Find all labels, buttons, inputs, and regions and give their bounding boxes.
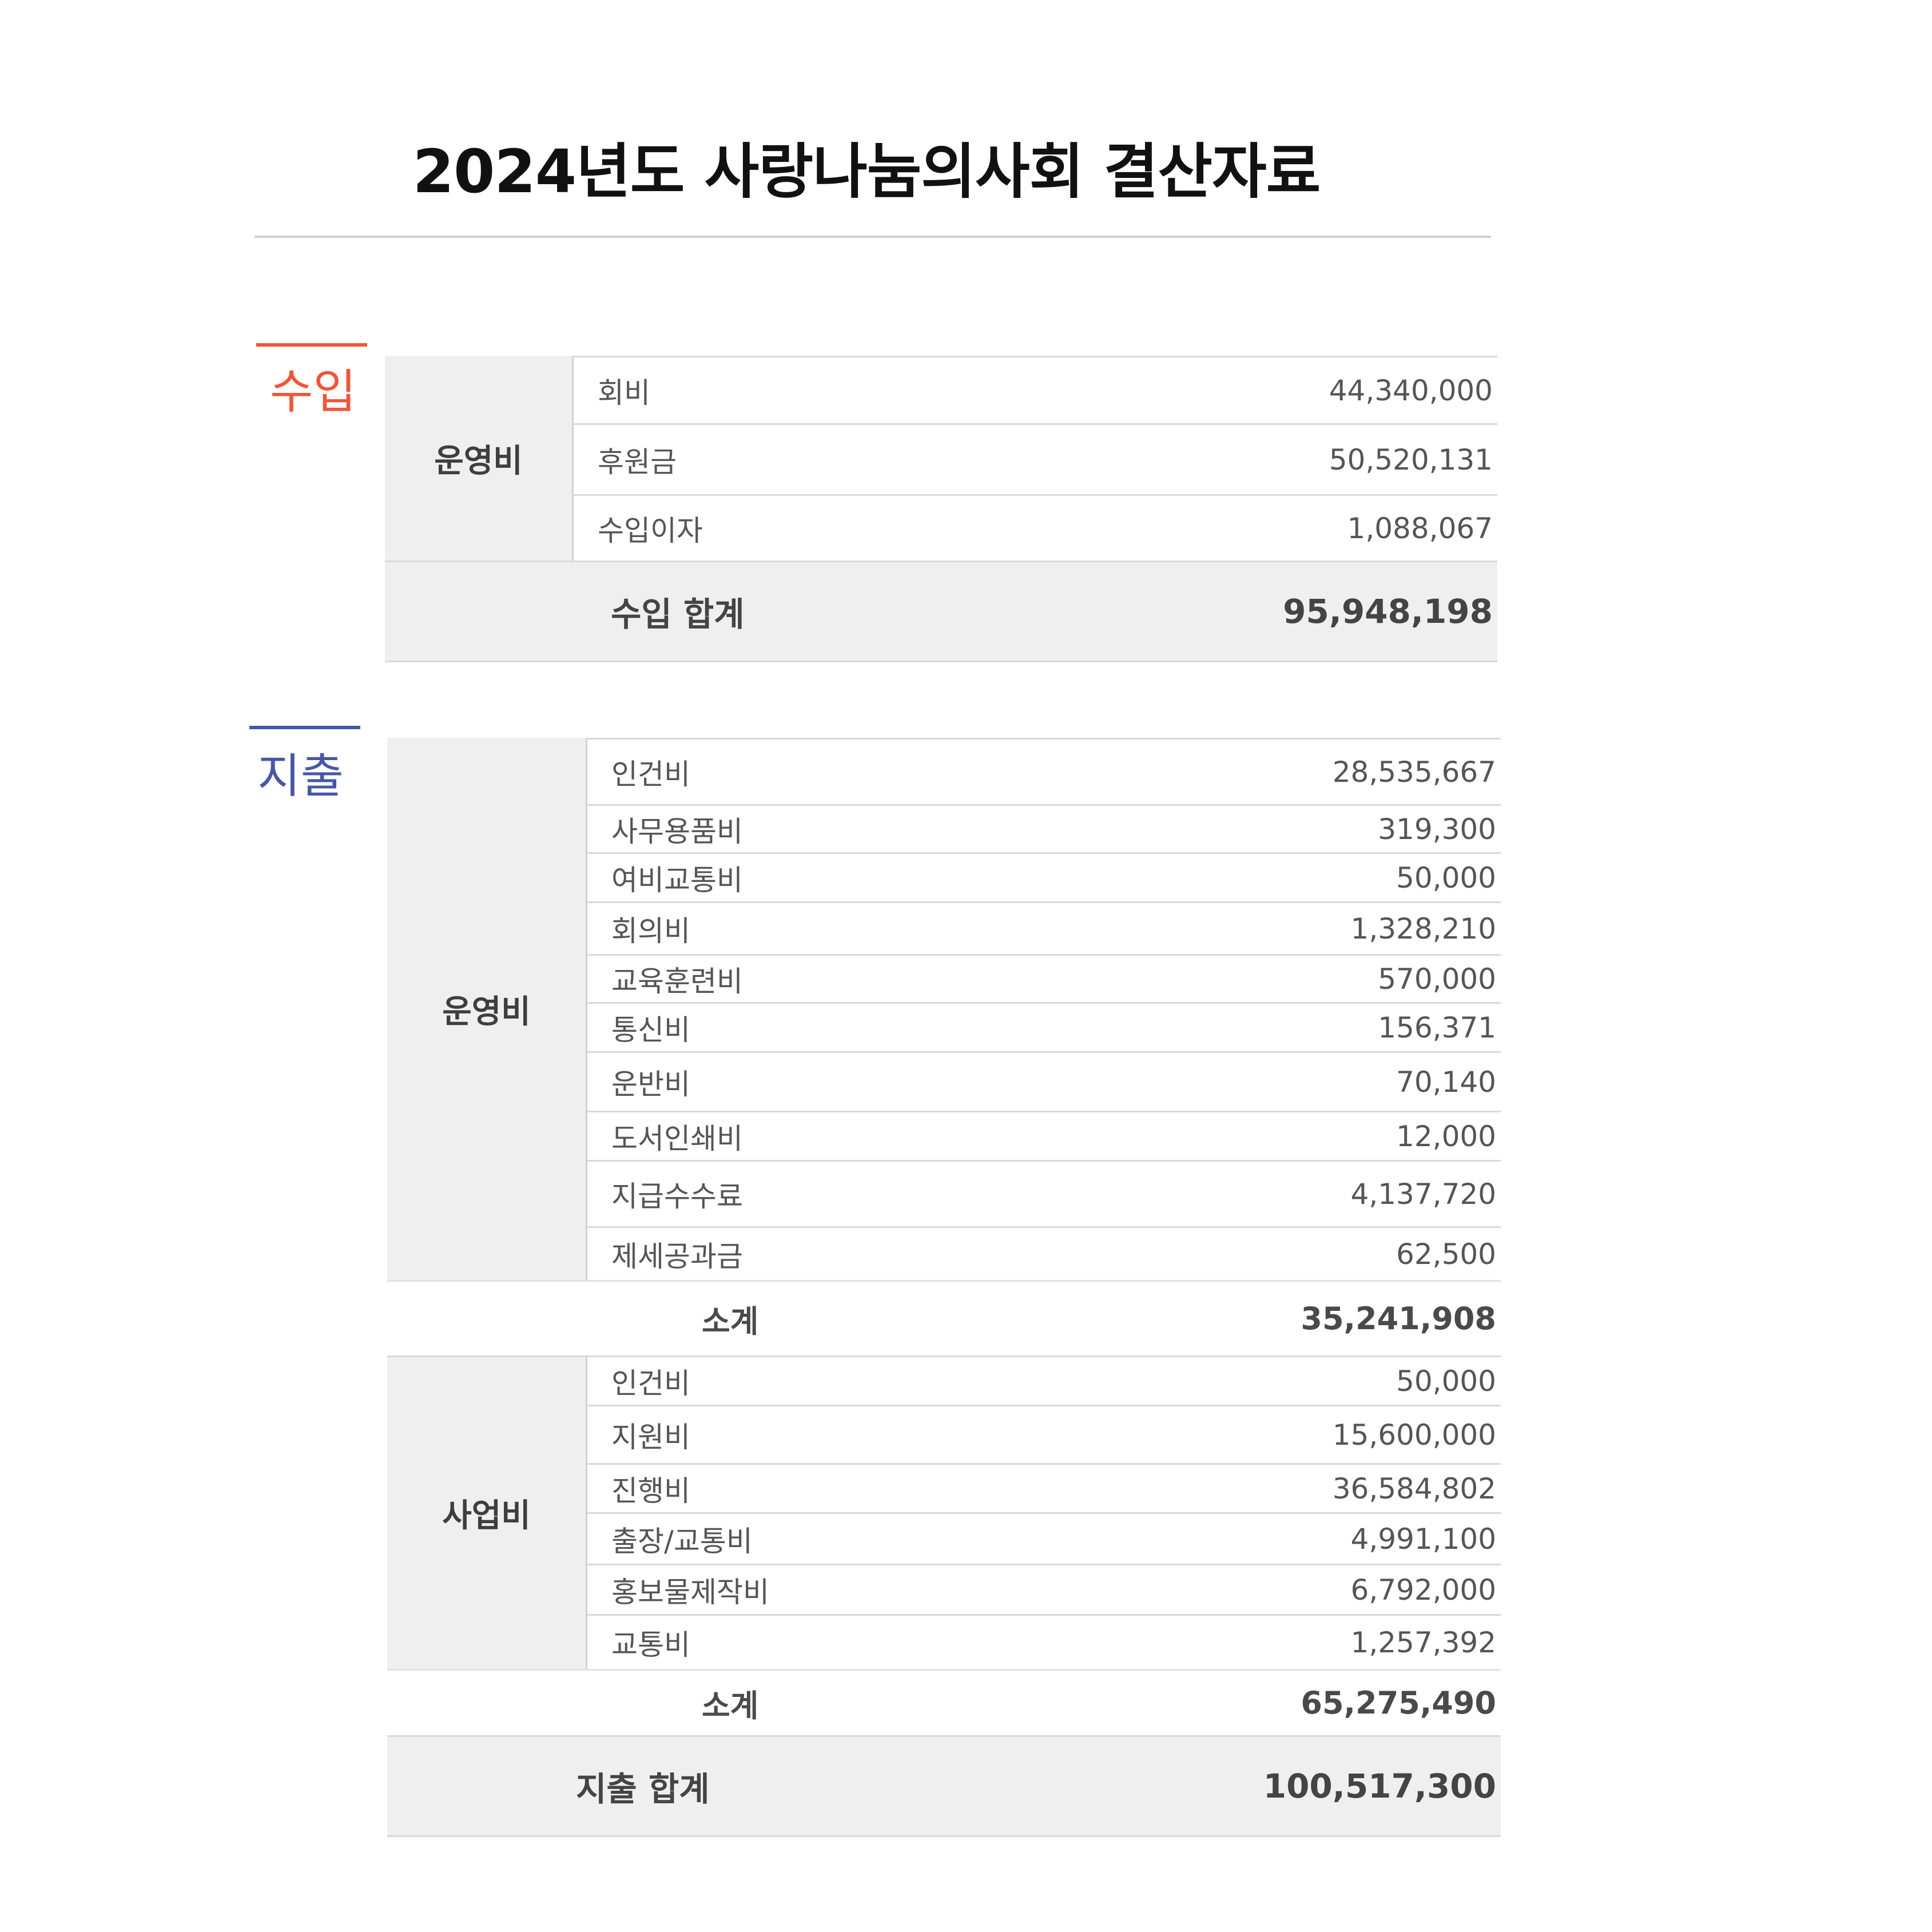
expense-item-name: 통신비	[611, 1013, 690, 1047]
income-section-label: 수입	[270, 365, 356, 419]
expense-total-amount: 100,517,300	[1263, 1767, 1496, 1806]
expense-item-name: 제세공과금	[611, 1239, 743, 1273]
income-total-label: 수입 합계	[611, 595, 745, 634]
expense-row: 교육훈련비 570,000	[587, 954, 1501, 1002]
expense-row: 도서인쇄비 12,000	[587, 1111, 1501, 1160]
expense-item-name: 진행비	[611, 1474, 690, 1508]
expense-item-amount: 36,584,802	[1332, 1472, 1496, 1505]
expense-item-name: 교통비	[611, 1628, 690, 1661]
expense-item-name: 홍보물제작비	[611, 1575, 769, 1609]
expense-row: 인건비 50,000	[587, 1355, 1501, 1405]
expense-category-cell: 사업비	[387, 1355, 587, 1669]
expense-item-name: 운반비	[611, 1067, 690, 1101]
income-row: 후원금 50,520,131	[574, 423, 1497, 494]
expense-row: 여비교통비 50,000	[587, 852, 1501, 901]
title-divider	[255, 236, 1491, 238]
expense-item-name: 사무용품비	[611, 814, 743, 848]
income-section-marker	[256, 343, 367, 347]
income-item-amount: 44,340,000	[1329, 373, 1493, 407]
expense-row: 홍보물제작비 6,792,000	[587, 1564, 1501, 1614]
expense-row: 제세공과금 62,500	[587, 1226, 1501, 1280]
expense-item-amount: 50,000	[1396, 861, 1496, 895]
expense-section-label: 지출	[257, 749, 344, 804]
expense-item-amount: 12,000	[1396, 1119, 1496, 1153]
expense-row: 운반비 70,140	[587, 1051, 1501, 1111]
expense-subtotal-label: 소계	[702, 1688, 759, 1724]
expense-subtotal-row: 소계 35,241,908	[387, 1280, 1501, 1355]
expense-item-amount: 70,140	[1396, 1065, 1496, 1099]
expense-subtotal-amount: 65,275,490	[1301, 1685, 1496, 1721]
expense-subtotal-row: 소계 65,275,490	[387, 1669, 1501, 1735]
expense-item-name: 회의비	[611, 914, 690, 948]
expense-category-cell: 운영비	[387, 738, 587, 1280]
expense-subtotal-label: 소계	[702, 1303, 759, 1339]
expense-item-amount: 28,535,667	[1332, 755, 1496, 789]
expense-item-name: 출장/교통비	[611, 1524, 753, 1558]
income-row: 수입이자 1,088,067	[574, 494, 1497, 560]
expense-item-amount: 15,600,000	[1332, 1418, 1496, 1452]
expense-row: 사무용품비 319,300	[587, 804, 1501, 852]
expense-row: 인건비 28,535,667	[587, 738, 1501, 804]
expense-item-name: 인건비	[611, 757, 690, 791]
expense-item-amount: 50,000	[1396, 1364, 1496, 1398]
expense-item-amount: 570,000	[1378, 962, 1496, 996]
expense-subtotal-amount: 35,241,908	[1301, 1301, 1496, 1337]
expense-item-name: 지원비	[611, 1420, 690, 1454]
expense-section-marker	[249, 726, 360, 729]
expense-item-amount: 1,257,392	[1350, 1625, 1496, 1659]
expense-item-name: 교육훈련비	[611, 964, 743, 998]
expense-item-amount: 319,300	[1378, 812, 1496, 846]
expense-category-label: 운영비	[442, 993, 531, 1031]
expense-row: 교통비 1,257,392	[587, 1614, 1501, 1669]
income-row: 회비 44,340,000	[574, 356, 1497, 423]
expense-item-name: 여비교통비	[611, 863, 743, 897]
income-item-amount: 50,520,131	[1329, 443, 1493, 476]
expense-item-amount: 1,328,210	[1350, 912, 1496, 945]
expense-total-row: 지출 합계 100,517,300	[387, 1735, 1501, 1837]
expense-row: 회의비 1,328,210	[587, 901, 1501, 954]
expense-item-amount: 62,500	[1396, 1237, 1496, 1271]
expense-item-name: 인건비	[611, 1366, 690, 1400]
income-item-name: 후원금	[598, 445, 677, 479]
income-total-amount: 95,948,198	[1283, 592, 1493, 631]
expense-row: 출장/교통비 4,991,100	[587, 1512, 1501, 1564]
expense-item-amount: 4,991,100	[1350, 1522, 1496, 1556]
expense-item-amount: 6,792,000	[1350, 1573, 1496, 1607]
expense-row: 지원비 15,600,000	[587, 1405, 1501, 1463]
expense-total-label: 지출 합계	[576, 1770, 710, 1808]
income-total-row: 수입 합계 95,948,198	[385, 560, 1497, 662]
page-title: 2024년도 사랑나눔의사회 결산자료	[412, 137, 1321, 206]
expense-item-amount: 156,371	[1378, 1011, 1496, 1044]
expense-row: 지급수수료 4,137,720	[587, 1160, 1501, 1226]
income-item-name: 수입이자	[598, 514, 703, 547]
expense-item-name: 지급수수료	[611, 1179, 743, 1213]
expense-item-amount: 4,137,720	[1350, 1177, 1496, 1211]
expense-row: 통신비 156,371	[587, 1002, 1501, 1051]
expense-item-name: 도서인쇄비	[611, 1122, 743, 1155]
income-category-cell: 운영비	[385, 356, 574, 560]
income-item-amount: 1,088,067	[1347, 511, 1493, 545]
expense-row: 진행비 36,584,802	[587, 1463, 1501, 1512]
expense-category-label: 사업비	[442, 1497, 531, 1535]
income-category-label: 운영비	[434, 442, 523, 480]
income-item-name: 회비	[598, 376, 650, 410]
